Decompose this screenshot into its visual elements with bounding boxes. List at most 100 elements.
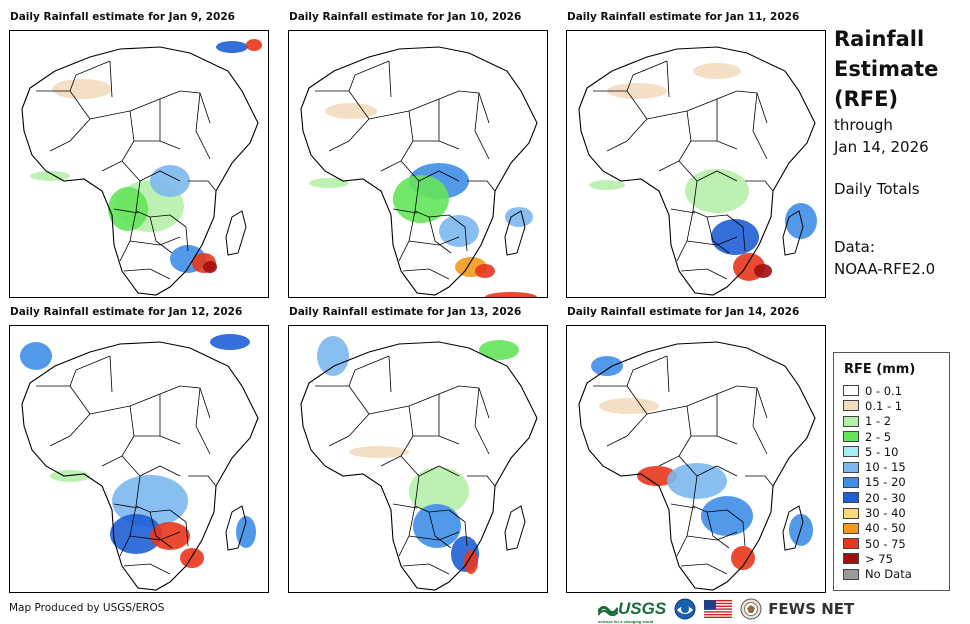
legend-label: No Data (865, 567, 912, 582)
legend-item: 20 - 30 (843, 490, 949, 505)
country-border (121, 455, 181, 477)
country-border (680, 563, 728, 575)
country-border (400, 160, 460, 182)
rainfall-area (685, 169, 749, 213)
rainfall-map (288, 325, 548, 593)
coastline (300, 46, 538, 296)
country-border (109, 355, 113, 393)
africa-map-svg (20, 334, 259, 591)
africa-map-svg (300, 336, 538, 591)
rainfall-area (246, 39, 262, 51)
country-border (752, 387, 768, 455)
madagascar-outline (782, 210, 804, 256)
country-border (428, 511, 452, 549)
country-border (706, 216, 730, 254)
country-border (666, 355, 670, 393)
side-title-block: Rainfall Estimate (RFE) through Jan 14, … (834, 24, 964, 280)
country-border (135, 180, 171, 218)
rainfall-area (589, 180, 625, 190)
country-border (474, 92, 490, 160)
usgs-text: USGS (618, 599, 667, 618)
country-border (129, 531, 181, 541)
legend-item: 10 - 15 (843, 459, 949, 474)
panel-title: Daily Rainfall estimate for Jan 11, 2026 (567, 11, 800, 23)
rainfall-area (479, 340, 519, 360)
country-border (400, 455, 460, 477)
country-border (69, 355, 111, 387)
africa-map-svg (578, 341, 816, 591)
legend-swatch (843, 538, 859, 550)
legend-label: 30 - 40 (865, 506, 906, 521)
country-border (348, 355, 390, 387)
country-border (467, 180, 496, 192)
country-border (380, 110, 414, 172)
data-label: Data: (834, 238, 875, 256)
africa-map-svg (300, 46, 538, 297)
rainfall-area (409, 467, 469, 515)
country-border (380, 405, 414, 467)
legend-item: > 75 (843, 551, 949, 566)
legend-swatch (843, 553, 859, 565)
legend-item: 0.1 - 1 (843, 398, 949, 413)
country-border (109, 60, 113, 98)
rainfall-area (52, 79, 112, 99)
rainfall-area (50, 470, 90, 482)
madagascar-outline (504, 210, 526, 256)
legend-item: 30 - 40 (843, 505, 949, 520)
fews-net-logo: FEWS NET (768, 600, 855, 618)
country-border (658, 110, 692, 172)
country-border (646, 385, 738, 415)
legend-swatch (843, 507, 859, 519)
country-border (392, 208, 418, 214)
country-border (670, 208, 696, 214)
country-border (388, 355, 392, 393)
usgs-tagline: science for a changing world (598, 619, 654, 624)
legend-swatch (843, 446, 859, 458)
data-source: NOAA-RFE2.0 (834, 260, 936, 278)
usgs-wave-icon (598, 605, 618, 616)
country-border (670, 503, 696, 509)
panel-title: Daily Rainfall estimate for Jan 10, 2026 (289, 11, 522, 23)
madagascar-outline (225, 505, 247, 551)
country-border (448, 214, 468, 252)
rainfall-map (566, 30, 826, 298)
country-border (89, 385, 181, 415)
rainfall-area (210, 334, 250, 350)
rainfall-area (505, 207, 533, 227)
country-border (692, 180, 728, 218)
country-border (388, 60, 392, 98)
country-border (135, 475, 171, 513)
country-border (686, 531, 738, 541)
rainfall-map (288, 30, 548, 298)
rainfall-map (9, 325, 269, 593)
country-border (448, 509, 468, 547)
country-border (666, 60, 670, 98)
land-area (22, 342, 258, 590)
country-border (658, 405, 692, 467)
rainfall-area (591, 356, 623, 376)
country-border (408, 236, 460, 246)
map-panel-jan-9: Daily Rainfall estimate for Jan 9, 2026 (9, 10, 271, 298)
legend-label: 5 - 10 (865, 444, 899, 459)
state-dept-seal-icon (740, 598, 762, 620)
panel-title: Daily Rainfall estimate for Jan 13, 2026 (289, 306, 522, 318)
country-border (123, 268, 171, 280)
rainfall-area (112, 475, 188, 527)
legend-item: 50 - 75 (843, 536, 949, 551)
rainfall-area (701, 496, 753, 536)
rainfall-area (325, 103, 377, 119)
map-panel-jan-10: Daily Rainfall estimate for Jan 10, 2026 (288, 10, 550, 298)
country-border (348, 60, 390, 92)
land-area (579, 47, 815, 295)
coastline (21, 46, 259, 296)
rainfall-area (711, 219, 759, 255)
map-panel-jan-11: Daily Rainfall estimate for Jan 11, 2026 (566, 10, 828, 298)
country-border (414, 475, 450, 513)
country-border (169, 214, 189, 252)
country-border (726, 214, 746, 252)
legend-item: No Data (843, 567, 949, 582)
usgs-logo: USGS science for a changing world (598, 599, 667, 624)
coastline (21, 341, 259, 591)
country-border (69, 60, 111, 92)
